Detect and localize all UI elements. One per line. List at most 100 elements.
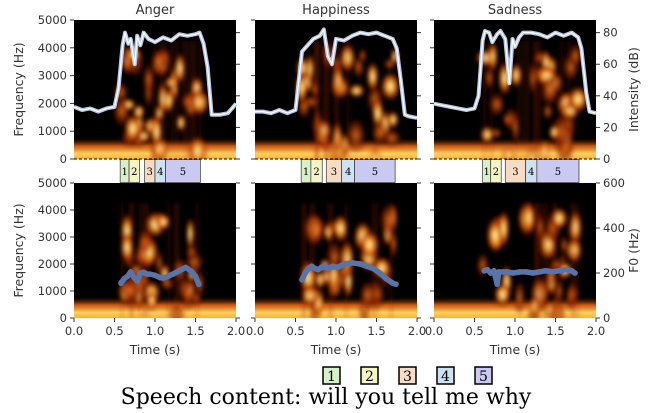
f0-point <box>187 267 194 274</box>
f0-point <box>124 273 131 280</box>
y-right-tick-label: 80 <box>603 26 618 40</box>
f0-point <box>530 270 536 276</box>
legend-swatch-4 <box>436 366 455 385</box>
y-right-tick-label: 200 <box>603 266 625 280</box>
top-spectrogram <box>434 20 596 159</box>
segment-label: 4 <box>345 167 351 178</box>
segment-label: 2 <box>313 167 319 178</box>
f0-point <box>393 281 399 288</box>
f0-point <box>549 269 556 275</box>
f0-point <box>536 269 543 275</box>
x-tick-label: 1.0 <box>327 324 345 338</box>
intensity-line-core <box>73 32 237 116</box>
bottom-spectrogram <box>255 183 417 318</box>
f0-point <box>334 264 341 271</box>
y-tick-label: 3000 <box>38 69 67 83</box>
f0-point <box>523 269 530 275</box>
legend-label: 5 <box>479 369 488 385</box>
segment-label: 1 <box>303 167 309 178</box>
y-axis-label-top: Frequency (Hz) <box>11 42 26 136</box>
f0-point <box>147 271 153 277</box>
energy-blobs <box>112 40 210 159</box>
x-tick-label: 0.0 <box>246 324 264 338</box>
y-right-tick-label: 400 <box>603 221 625 235</box>
f0-point <box>329 263 336 270</box>
segment-5 <box>354 159 396 183</box>
f0-point <box>349 260 356 266</box>
segment-label: 4 <box>157 167 163 178</box>
legend-swatch-1 <box>322 366 341 385</box>
f0-point <box>127 269 134 275</box>
speech-caption: Speech content: will you tell me why <box>121 385 532 410</box>
segment-label: 3 <box>512 167 518 178</box>
y-tick-label: 1000 <box>38 284 67 298</box>
y-tick-label: 2000 <box>38 257 67 271</box>
y-right-tick-label: 0 <box>603 152 610 166</box>
f0-point <box>510 270 517 276</box>
panel-anger: Anger 1 2 3 4 5 0.0 0.5 1.0 1.5 2.0 Time (s) 0 0 1000 1… <box>38 3 245 357</box>
panel-title: Sadness <box>488 3 542 18</box>
y-tick-label: 5000 <box>38 176 67 190</box>
segment-label: 5 <box>555 167 561 178</box>
f0-point <box>160 275 166 281</box>
x-tick-label: 0.5 <box>465 324 483 338</box>
segment-label: 5 <box>372 167 378 178</box>
panel-sadness: Sadness 1 2 3 4 5 0.0 0.5 1.0 1.5 2.0 Time (s) 0 20 40… <box>425 3 625 357</box>
f0-point <box>357 261 364 267</box>
panel-title: Anger <box>136 3 175 18</box>
f0-point <box>165 273 171 280</box>
segment-5 <box>536 159 580 183</box>
x-tick-label: 0.5 <box>286 324 304 338</box>
x-tick-label: 0.5 <box>105 324 123 338</box>
y-right-tick-label: 0 <box>603 311 610 325</box>
y-tick-label: 2000 <box>38 96 67 110</box>
segment-label: 2 <box>493 167 499 178</box>
segment-label: 4 <box>528 167 534 178</box>
segment-label: 5 <box>180 167 186 178</box>
f0-point <box>363 263 370 270</box>
segment-5 <box>165 159 201 183</box>
x-tick-label: 0.0 <box>65 324 83 338</box>
f0-point <box>562 266 569 273</box>
y-right-tick-label: 40 <box>603 89 618 103</box>
panel-happiness: Happiness 1 2 3 4 5 0.0 0.5 1.0 1.5 2.0 Time (s) <box>246 3 426 357</box>
panel-title: Happiness <box>302 3 370 18</box>
f0-point <box>341 261 347 267</box>
y-tick-label: 4000 <box>38 41 67 55</box>
segment-label: 1 <box>121 167 127 178</box>
energy-blobs <box>295 38 403 159</box>
y-tick-label: 5000 <box>38 13 67 27</box>
legend-swatch-2 <box>360 366 379 385</box>
y-tick-label: 0 <box>60 311 67 325</box>
y-tick-label: 1000 <box>38 124 67 138</box>
bottom-spectrogram <box>74 183 236 318</box>
f0-point <box>383 275 390 282</box>
intensity-line-core <box>255 28 418 119</box>
y-tick-label: 4000 <box>38 203 67 217</box>
f0-point <box>542 267 549 274</box>
x-tick-label: 2.0 <box>408 324 426 338</box>
segment-label: 3 <box>331 167 337 178</box>
x-tick-label: 2.0 <box>227 324 245 338</box>
legend-swatch-5 <box>474 366 493 385</box>
legend-swatch-3 <box>398 366 417 385</box>
legend-label: 3 <box>403 369 412 385</box>
x-tick-label: 1.0 <box>506 324 524 338</box>
f0-point <box>299 276 305 283</box>
f0-point <box>152 272 158 279</box>
f0-point <box>517 269 523 275</box>
y-axis-label-bottom: Frequency (Hz) <box>11 203 26 297</box>
f0-point <box>182 264 189 271</box>
x-tick-label: 0.0 <box>425 324 443 338</box>
y-tick-label: 3000 <box>38 230 67 244</box>
f0-point <box>572 270 578 276</box>
segment-label: 1 <box>483 167 489 178</box>
f0-point <box>491 267 497 274</box>
y-right-tick-label: 20 <box>603 120 618 134</box>
segment-legend: 1 2 3 4 5 <box>322 366 493 385</box>
f0-point <box>325 265 331 272</box>
y-right-tick-label: 60 <box>603 57 618 71</box>
legend-label: 2 <box>365 369 374 385</box>
